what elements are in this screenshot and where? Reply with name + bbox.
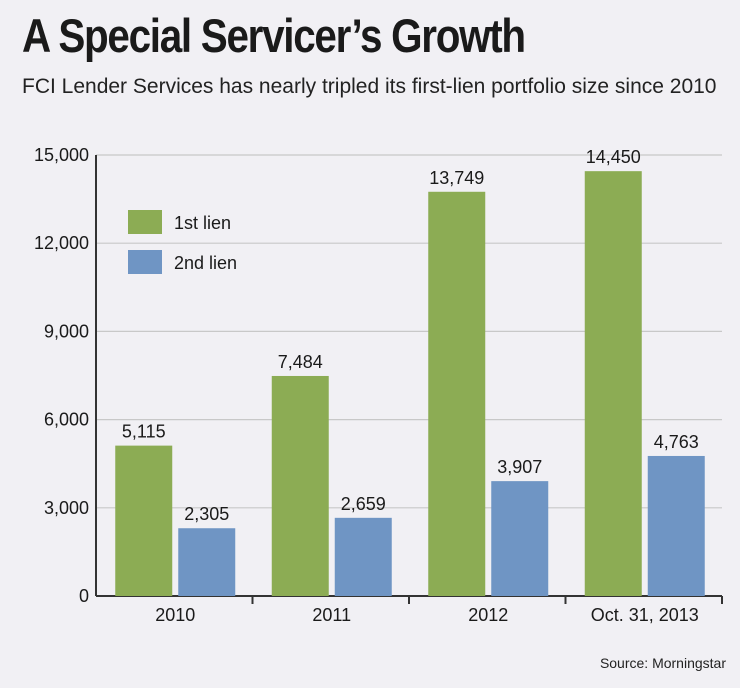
bar-second-lien (334, 517, 392, 596)
data-label: 7,484 (278, 352, 323, 372)
bar-second-lien (178, 528, 236, 596)
y-tick-label: 3,000 (44, 498, 89, 518)
legend-swatch-first-lien (128, 210, 162, 234)
data-label: 4,763 (654, 432, 699, 452)
data-label: 14,450 (586, 147, 641, 167)
x-tick-label: 2012 (468, 605, 508, 625)
chart-subtitle: FCI Lender Services has nearly tripled i… (22, 75, 717, 98)
data-label: 13,749 (429, 168, 484, 188)
bar-first-lien (428, 191, 486, 596)
y-tick-label: 9,000 (44, 321, 89, 341)
y-tick-label: 0 (79, 586, 89, 606)
data-label: 5,115 (122, 422, 166, 442)
y-tick-label: 12,000 (34, 233, 89, 253)
legend-label: 2nd lien (174, 253, 237, 273)
bar-first-lien (271, 375, 329, 596)
bar-second-lien (647, 455, 705, 596)
data-label: 2,659 (341, 494, 386, 514)
chart-title: A Special Servicer’s Growth (22, 9, 526, 62)
bar-first-lien (584, 171, 642, 597)
y-tick-label: 6,000 (44, 410, 89, 430)
data-label: 2,305 (184, 504, 229, 524)
x-tick-label: 2010 (155, 605, 195, 625)
data-label: 3,907 (497, 457, 542, 477)
x-tick-label: Oct. 31, 2013 (591, 605, 699, 625)
y-tick-label: 15,000 (34, 145, 89, 165)
bar-first-lien (115, 445, 173, 596)
legend-swatch-second-lien (128, 250, 162, 274)
bar-second-lien (491, 481, 549, 596)
legend-label: 1st lien (174, 213, 231, 233)
source-note: Source: Morningstar (599, 655, 726, 671)
x-tick-label: 2011 (312, 605, 351, 625)
